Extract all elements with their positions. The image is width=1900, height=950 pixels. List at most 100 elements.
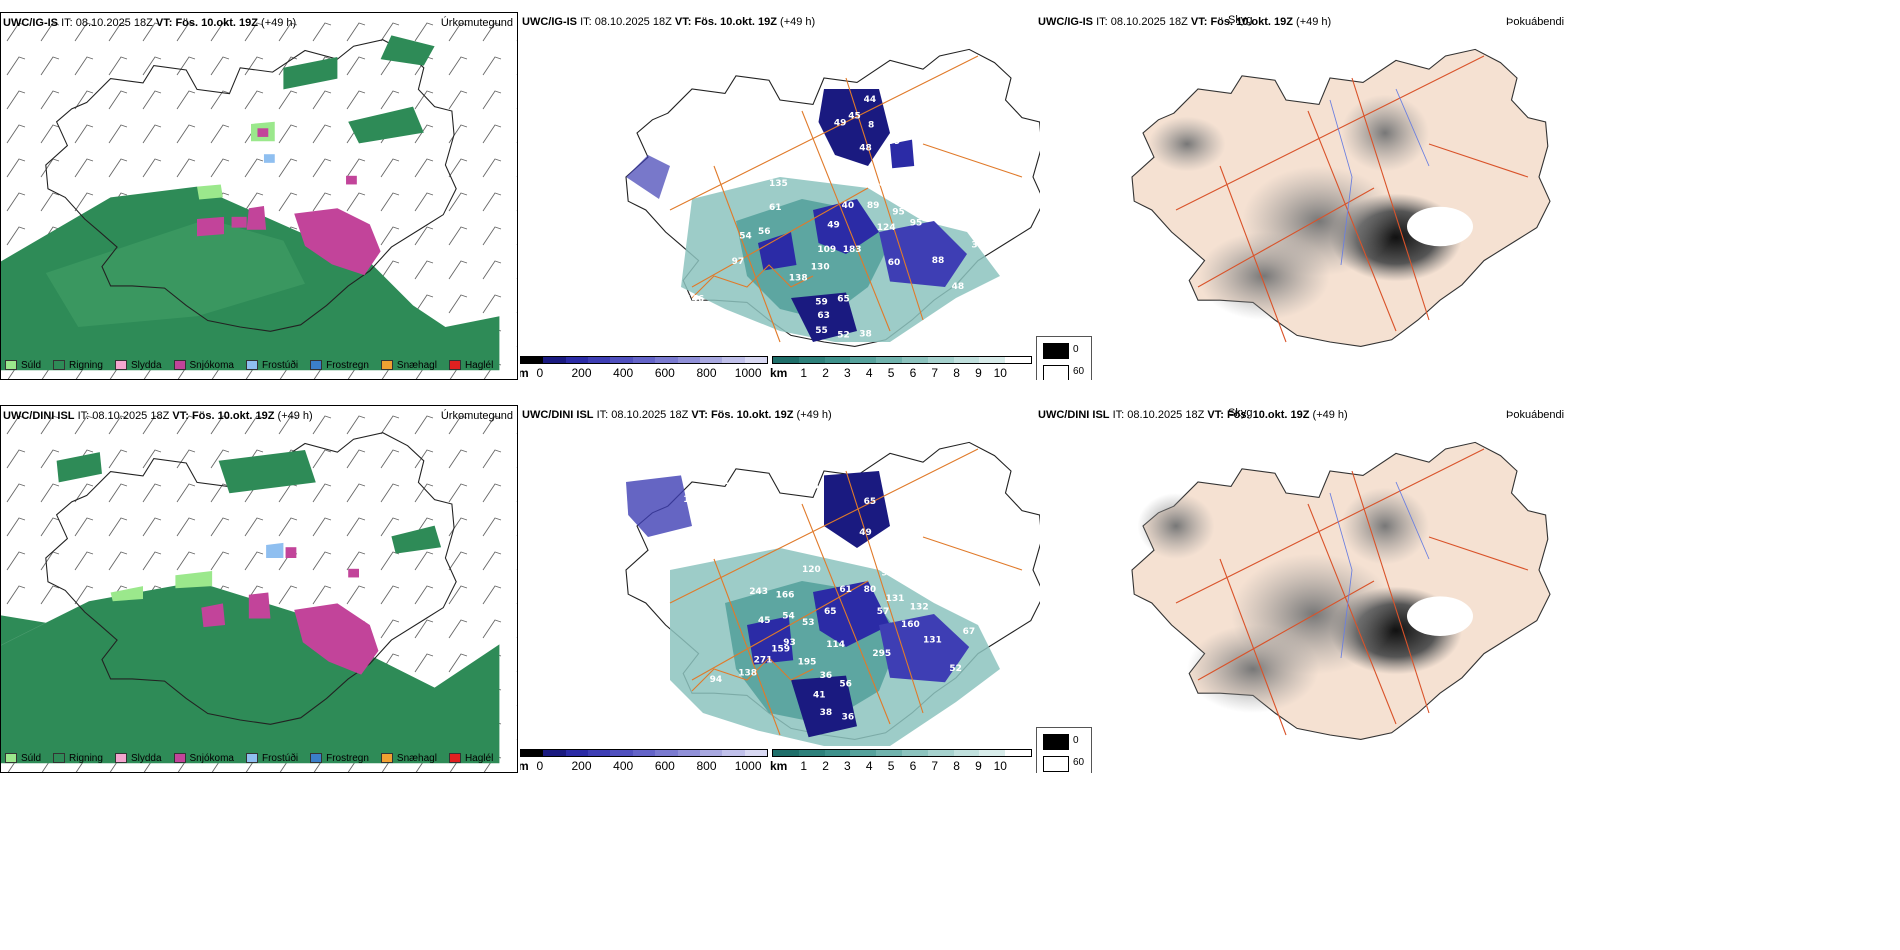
- legend-item-rigning: Rigning: [53, 753, 103, 764]
- map-value-label: 138: [789, 273, 808, 283]
- map-value-label: 8: [868, 121, 874, 131]
- colorbar-tick: 5: [887, 759, 895, 773]
- map-value-label: 89: [879, 179, 892, 189]
- map-value-label: 99: [888, 137, 901, 147]
- map-value-label: 56: [839, 680, 852, 690]
- visibility-colorbar: km 1 2 3 4 5 6 7 8 9 10: [770, 356, 1032, 380]
- visibility-panel-bottom: UWC/DINI ISL IT: 08.10.2025 18Z VT: Fös.…: [520, 405, 1252, 773]
- panel-title: UWC/IG-IS IT: 08.10.2025 18Z VT: Fös. 10…: [1038, 16, 1332, 28]
- panel-field-name: Úrkomutegund: [440, 410, 513, 422]
- colorbar-tick: 3: [844, 366, 851, 380]
- legend-item-snjokoma: Snjókoma: [173, 753, 234, 764]
- ceiling-colorbar: m 0 200 400 600 800 1000: [520, 749, 768, 773]
- panel-field-name: Þokuábendi: [1506, 16, 1565, 28]
- map-value-label: 124: [877, 223, 896, 233]
- map-value-label: 42: [937, 128, 950, 138]
- map-value-label: 57: [877, 607, 890, 617]
- map-value-label: 243: [749, 587, 768, 597]
- colorbar-tick: 1: [800, 759, 808, 773]
- colorbar-tick: 2: [822, 759, 829, 773]
- visibility-colorbar: km 1 2 3 4 5 6 7 8 9 10: [770, 749, 1032, 773]
- map-value-label: 67: [963, 627, 976, 637]
- map-value-label: 37: [971, 240, 984, 250]
- map-value-label: 45: [848, 112, 861, 122]
- colorbar-tick: 0: [536, 759, 544, 773]
- colorbar-tick: 4: [865, 759, 873, 773]
- map-value-label: 49: [827, 221, 840, 231]
- legend-item-sudd: Súld: [5, 360, 41, 371]
- visibility-map: 161 136 98 65 49 120 98 243 166 61 80 131 132 54 53 65 5…: [625, 441, 1040, 746]
- colorbar-tick: 2: [822, 366, 829, 380]
- panel-title: UWC/DINI ISL IT: 08.10.2025 18Z VT: Fös.…: [522, 409, 832, 421]
- legend-item-frostudi: Frostúði: [245, 360, 298, 371]
- map-value-label: 44: [864, 95, 877, 105]
- panel-title: UWC/IG-IS IT: 08.10.2025 18Z VT: Fös. 10…: [522, 16, 816, 28]
- precip-type-legend: Súld Rigning Slydda Snjókoma Frostúði Fr…: [5, 750, 493, 766]
- map-value-label: 55: [815, 326, 828, 336]
- map-value-label: 59: [815, 298, 828, 308]
- map-value-label: 295: [872, 649, 891, 659]
- colorbar-tick: 8: [953, 366, 960, 380]
- map-value-label: 38: [820, 708, 833, 718]
- map-value-label: 60: [888, 258, 901, 268]
- colorbar-tick: 0: [536, 366, 544, 380]
- legend-item-frostudi: Frostúði: [245, 753, 298, 764]
- colorbar-tick: 10: [993, 759, 1007, 773]
- map-value-label: 271: [754, 655, 773, 665]
- ceiling-unit: m: [520, 366, 529, 380]
- colorbar-tick: 1: [800, 366, 808, 380]
- fog-legend: 0 60: [1036, 336, 1092, 380]
- colorbar-tick: 600: [654, 366, 675, 380]
- map-value-label: 36: [820, 671, 833, 681]
- map-value-label: 195: [798, 658, 817, 668]
- map-value-label: 95: [910, 218, 923, 228]
- map-value-label: 52: [949, 664, 962, 674]
- map-value-label: 98: [881, 569, 894, 579]
- map-value-label: 49: [834, 118, 847, 128]
- colorbar-tick: 800: [696, 366, 717, 380]
- map-value-label: 52: [837, 331, 850, 341]
- map-value-label: 135: [769, 179, 788, 189]
- fog-legend: 0 60: [1036, 727, 1092, 773]
- map-value-label: 161: [711, 477, 730, 487]
- colorbar-tick: 600: [654, 759, 675, 773]
- map-value-label: 93: [783, 638, 796, 648]
- colorbar-tick: 9: [975, 759, 982, 773]
- map-value-label: 88: [932, 256, 945, 266]
- map-value-label: 65: [864, 497, 877, 507]
- colorbar-tick: 200: [571, 366, 592, 380]
- colorbar-tick: 800: [696, 759, 717, 773]
- fog-map: [1131, 48, 1551, 347]
- map-value-label: 63: [817, 311, 830, 321]
- map-value-label: 48: [859, 144, 872, 154]
- visibility-unit: km: [770, 366, 788, 380]
- map-value-label: 65: [824, 607, 837, 617]
- map-value-label: 183: [843, 245, 862, 255]
- ceiling-unit: m: [520, 759, 529, 773]
- colorbar-tick: 400: [613, 366, 634, 380]
- precip-type-panel-top: UWC/IG-IS IT: 08.10.2025 18Z VT: Fös. 10…: [0, 12, 518, 380]
- colorbar-tick: 4: [865, 366, 873, 380]
- legend-item-frostregn: Frostregn: [310, 360, 369, 371]
- colorbar-tick: 5: [887, 366, 895, 380]
- precip-type-panel-bottom: UWC/DINI ISL IT: 08.10.2025 18Z VT: Fös.…: [0, 405, 518, 773]
- colorbar-tick: 6: [909, 759, 917, 773]
- map-value-label: 136: [683, 495, 702, 505]
- map-value-label: 67: [1020, 237, 1033, 247]
- visibility-unit: km: [770, 759, 788, 773]
- colorbar-tick: 1000: [734, 759, 762, 773]
- map-value-label: 132: [910, 603, 929, 613]
- map-value-label: 65: [837, 294, 850, 304]
- colorbar-tick: 400: [613, 759, 634, 773]
- colorbar-tick: 6: [909, 366, 917, 380]
- map-value-label: 160: [901, 620, 920, 630]
- precip-type-map: [1, 13, 517, 379]
- map-value-label: 49: [859, 528, 872, 538]
- legend-item-snaehagl: Snæhagl: [380, 360, 437, 371]
- map-value-label: 146: [685, 294, 704, 304]
- map-value-label: 36: [842, 713, 855, 723]
- legend-item-snaehagl: Snæhagl: [380, 753, 437, 764]
- map-value-label: 54: [739, 232, 752, 242]
- panel-title: UWC/DINI ISL IT: 08.10.2025 18Z VT: Fös.…: [3, 410, 313, 422]
